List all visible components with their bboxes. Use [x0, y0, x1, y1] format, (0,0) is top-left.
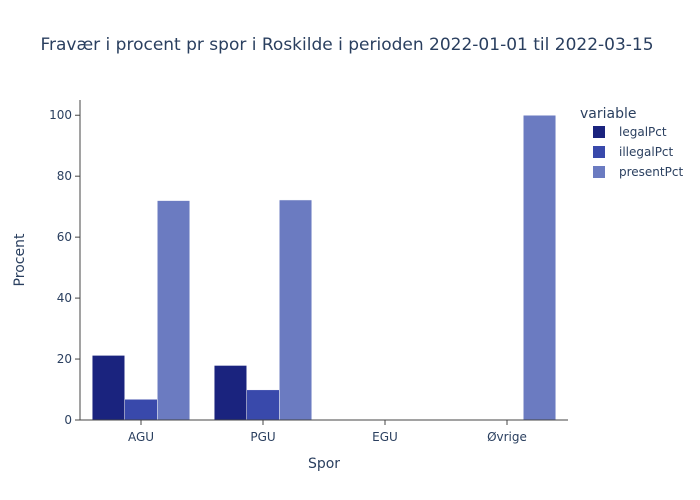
y-tick-label: 60: [57, 230, 72, 244]
bar-illegalPct-pgu: [246, 389, 280, 421]
bar-illegalPct-agu: [124, 399, 158, 421]
legend-swatch-legalPct: [593, 126, 605, 138]
y-tick-label: 80: [57, 169, 72, 183]
bar-presentPct-øvrige: [523, 114, 557, 421]
legend-swatch-illegalPct: [593, 146, 605, 158]
legend-title: variable: [580, 106, 636, 122]
legend-label-illegalPct: illegalPct: [619, 145, 674, 159]
y-ticks: 0 20 40 60 80 100: [49, 108, 80, 427]
legend-label-presentPct: presentPct: [619, 165, 683, 179]
x-tick-label: Øvrige: [487, 430, 527, 444]
y-tick-label: 0: [64, 413, 72, 427]
chart-title: Fravær i procent pr spor i Roskilde i pe…: [40, 35, 653, 55]
y-tick-label: 40: [57, 291, 72, 305]
legend: variable legalPct illegalPct presentPct: [580, 106, 683, 179]
bar-presentPct-pgu: [279, 199, 313, 421]
bars-group: [91, 114, 557, 421]
x-tick-label: PGU: [250, 430, 275, 444]
x-tick-label: AGU: [128, 430, 154, 444]
x-tick-label: EGU: [372, 430, 398, 444]
x-ticks: AGU PGU EGU Øvrige: [128, 420, 527, 444]
bar-legalPct-pgu: [213, 365, 247, 421]
legend-label-legalPct: legalPct: [619, 125, 667, 139]
y-tick-label: 20: [57, 352, 72, 366]
bar-presentPct-agu: [157, 200, 191, 421]
x-axis-title: Spor: [308, 456, 340, 472]
bar-legalPct-agu: [91, 355, 125, 421]
y-tick-label: 100: [49, 108, 72, 122]
legend-swatch-presentPct: [593, 166, 605, 178]
y-axis-title: Procent: [12, 233, 28, 286]
